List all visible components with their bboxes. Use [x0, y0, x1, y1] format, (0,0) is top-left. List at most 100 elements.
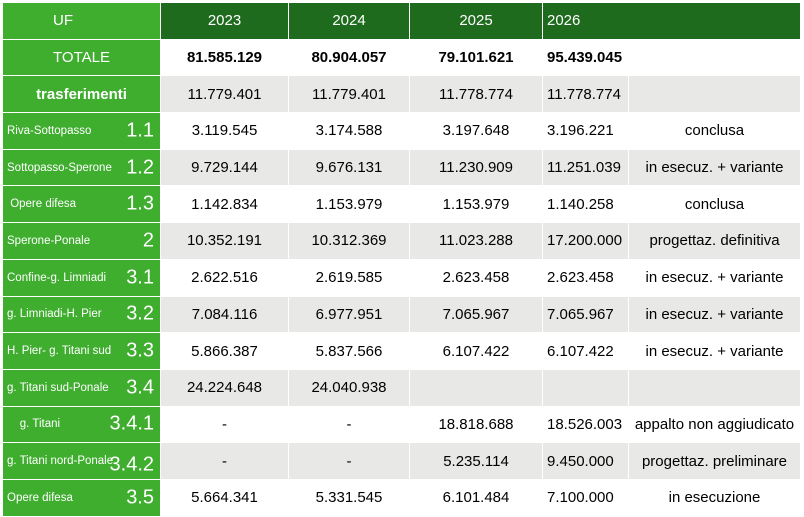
trasferimenti-2023: 11.779.401: [160, 75, 289, 114]
value-cell-2026: 6.107.422: [542, 332, 629, 370]
value-cell-2025: 6.101.484: [409, 478, 543, 517]
value-cell-2024: 3.174.588: [288, 112, 410, 150]
uf-code: 3.5: [126, 486, 154, 509]
status-cell: conclusa: [628, 185, 801, 224]
year-header-2023: 2023: [160, 2, 289, 40]
value-cell-2023: 7.084.116: [160, 295, 289, 334]
status-cell: in esecuz. + variante: [628, 258, 801, 297]
header-row: UF 2023 2024 2025 2026: [2, 2, 801, 40]
value-cell-2023: -: [160, 405, 289, 444]
value-cell-2026: 3.196.221: [542, 112, 629, 150]
value-cell-2026: [542, 368, 629, 407]
status-cell: in esecuzione: [628, 478, 801, 517]
value-cell-2024: -: [288, 442, 410, 480]
value-cell-2026: 7.065.967: [542, 295, 629, 334]
uf-name: Riva-Sottopasso: [7, 124, 92, 137]
value-cell-2026: 18.526.003: [542, 405, 629, 444]
value-cell-2023: 5.866.387: [160, 332, 289, 370]
year-header-2025: 2025: [409, 2, 543, 40]
status-cell: appalto non aggiudicato: [628, 405, 801, 444]
value-cell-2023: 1.142.834: [160, 185, 289, 224]
value-cell-2024: 6.977.951: [288, 295, 410, 334]
status-cell: progettaz. definitiva: [628, 222, 801, 260]
uf-cell: Riva-Sottopasso 1.1: [2, 112, 161, 150]
uf-cell: g. Limniadi-H. Pier 3.2: [2, 295, 161, 334]
uf-name: Opere difesa: [7, 491, 73, 504]
uf-code: 2: [142, 229, 154, 252]
value-cell-2023: 5.664.341: [160, 478, 289, 517]
status-cell: in esecuz. + variante: [628, 295, 801, 334]
value-cell-2024: 5.837.566: [288, 332, 410, 370]
trasferimenti-row: trasferimenti 11.779.401 11.779.401 11.7…: [2, 75, 801, 114]
uf-code: 3.1: [126, 266, 154, 289]
value-cell-2025: 1.153.979: [409, 185, 543, 224]
table-row: Opere difesa 1.3 1.142.834 1.153.979 1.153.9…: [2, 185, 801, 224]
table-row: Riva-Sottopasso 1.1 3.119.545 3.174.588 3.19…: [2, 112, 801, 150]
uf-name: g. Titani nord-Ponale: [7, 455, 114, 468]
value-cell-2023: -: [160, 442, 289, 480]
uf-code: 3.4.1: [109, 412, 154, 435]
value-cell-2024: 1.153.979: [288, 185, 410, 224]
trasferimenti-2024: 11.779.401: [288, 75, 410, 114]
table-row: g. Titani nord-Ponale 3.4.2- -5.235.114 9.4…: [2, 442, 801, 480]
totale-2023: 81.585.129: [160, 38, 289, 77]
uf-code: 1.1: [126, 119, 154, 142]
totale-2026: 95.439.045: [542, 38, 801, 77]
table-row: Opere difesa 3.5 5.664.341 5.331.545 6.101.4…: [2, 478, 801, 517]
value-cell-2024: 10.312.369: [288, 222, 410, 260]
value-cell-2025: 6.107.422: [409, 332, 543, 370]
totale-label: TOTALE: [2, 38, 161, 77]
value-cell-2025: 5.235.114: [409, 442, 543, 480]
uf-name: Opere difesa: [7, 198, 77, 211]
value-cell-2023: 10.352.191: [160, 222, 289, 260]
value-cell-2026: 1.140.258: [542, 185, 629, 224]
value-cell-2026: 9.450.000: [542, 442, 629, 480]
value-cell-2024: 24.040.938: [288, 368, 410, 407]
value-cell-2023: 3.119.545: [160, 112, 289, 150]
status-cell: conclusa: [628, 112, 801, 150]
totale-2025: 79.101.621: [409, 38, 543, 77]
value-cell-2023: 24.224.648: [160, 368, 289, 407]
uf-code: 3.4: [126, 376, 154, 399]
trasferimenti-status: [628, 75, 801, 114]
value-cell-2023: 9.729.144: [160, 148, 289, 187]
table-row: g. Titani 3.4.1- -18.818.688 18.526.003 appa…: [2, 405, 801, 444]
uf-code: 3.3: [126, 339, 154, 362]
trasferimenti-2026: 11.778.774: [542, 75, 629, 114]
uf-code: 3.2: [126, 302, 154, 325]
uf-code: 1.3: [126, 192, 154, 215]
table-row: Sperone-Ponale 2 10.352.191 10.312.369 11.02…: [2, 222, 801, 260]
uf-name: Confine-g. Limniadi: [7, 271, 107, 284]
uf-cell: Confine-g. Limniadi 3.1: [2, 258, 161, 297]
table-row: g. Limniadi-H. Pier 3.2 7.084.116 6.977.951…: [2, 295, 801, 334]
uf-header: UF: [2, 2, 161, 40]
value-cell-2025: 3.197.648: [409, 112, 543, 150]
value-cell-2025: 11.230.909: [409, 148, 543, 187]
uf-name: H. Pier- g. Titani sud: [7, 345, 112, 358]
value-cell-2026: 17.200.000: [542, 222, 629, 260]
value-cell-2024: 2.619.585: [288, 258, 410, 297]
table-row: Sottopasso-Sperone 1.2 9.729.144 9.676.131 1…: [2, 148, 801, 187]
value-cell-2025: [409, 368, 543, 407]
year-header-2026: 2026: [542, 2, 801, 40]
table-row: g. Titani sud-Ponale 3.4 24.224.648 24.040.…: [2, 368, 801, 407]
value-cell-2025: 2.623.458: [409, 258, 543, 297]
uf-cell: Sottopasso-Sperone 1.2: [2, 148, 161, 187]
value-cell-2024: 5.331.545: [288, 478, 410, 517]
value-cell-2025: 11.023.288: [409, 222, 543, 260]
uf-cell: H. Pier- g. Titani sud 3.3: [2, 332, 161, 370]
status-cell: in esecuz. + variante: [628, 148, 801, 187]
value-cell-2026: 11.251.039: [542, 148, 629, 187]
value-cell-2026: 2.623.458: [542, 258, 629, 297]
uf-name: g. Titani: [7, 418, 61, 431]
uf-code: 3.4.2: [109, 453, 154, 476]
uf-cell: g. Titani nord-Ponale 3.4.2: [2, 442, 161, 480]
status-cell: [628, 368, 801, 407]
value-cell-2026: 7.100.000: [542, 478, 629, 517]
status-cell: in esecuz. + variante: [628, 332, 801, 370]
value-cell-2025: 7.065.967: [409, 295, 543, 334]
uf-cell: g. Titani sud-Ponale 3.4: [2, 368, 161, 407]
uf-name: g. Limniadi-H. Pier: [7, 308, 102, 321]
value-cell-2024: 9.676.131: [288, 148, 410, 187]
